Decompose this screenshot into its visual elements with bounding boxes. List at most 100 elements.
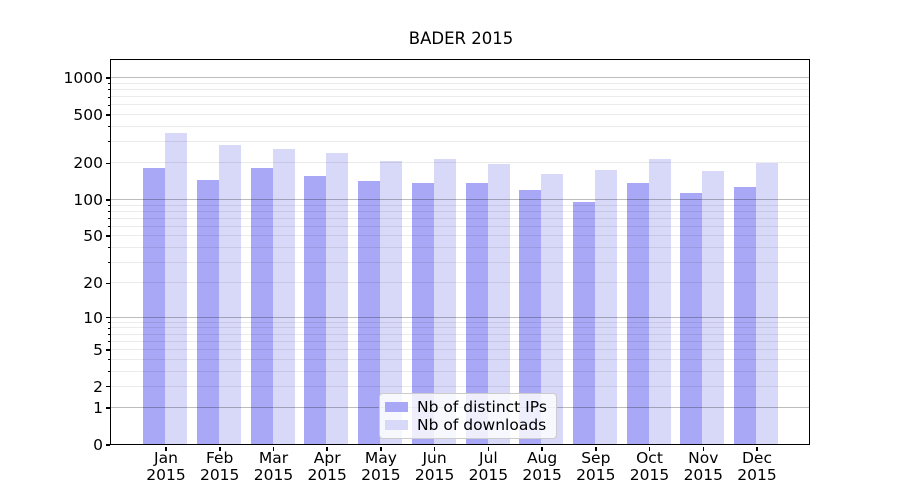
x-tick-label: Mar 2015	[253, 449, 294, 484]
bar-downloads	[487, 163, 510, 445]
bar-distinct-ips	[573, 201, 595, 445]
y-minor-tick	[107, 114, 111, 116]
y-tick	[106, 316, 111, 319]
x-tick	[487, 446, 490, 451]
y-minor-tick	[107, 359, 111, 360]
legend-swatch-downloads-icon	[385, 420, 408, 430]
bar-downloads	[272, 148, 295, 445]
y-minor-tick	[107, 247, 111, 249]
y-gridline-minor	[111, 125, 810, 127]
y-tick-label: 200	[73, 154, 103, 173]
y-minor-tick	[107, 218, 111, 220]
x-tick	[326, 446, 328, 451]
y-tick	[106, 444, 111, 446]
x-tick	[165, 446, 167, 451]
y-minor-tick	[107, 262, 111, 264]
y-minor-tick	[107, 89, 111, 91]
y-tick-label: 1000	[63, 69, 103, 87]
x-tick-label: Aug 2015	[522, 449, 562, 484]
y-minor-tick	[107, 226, 111, 228]
x-tick-label: Jul 2015	[468, 449, 509, 484]
bar-distinct-ips	[196, 179, 219, 445]
x-tick-label: Dec 2015	[737, 449, 777, 484]
x-tick	[380, 446, 382, 451]
bar-distinct-ips	[304, 176, 327, 445]
y-gridline-minor	[111, 82, 810, 84]
legend-label-distinct-ips: Nb of distinct IPs	[417, 398, 547, 416]
x-tick	[433, 446, 436, 451]
bar-distinct-ips	[250, 168, 273, 445]
y-minor-tick	[107, 104, 111, 106]
bar-distinct-ips	[143, 168, 166, 445]
plot-area	[110, 59, 811, 446]
bar-downloads	[433, 158, 456, 445]
y-tick-label: 100	[73, 190, 103, 209]
y-tick-label: 20	[83, 274, 103, 293]
x-tick-label: Oct 2015	[629, 449, 670, 484]
y-minor-tick	[107, 282, 111, 284]
legend-item-distinct-ips: Nb of distinct IPs	[385, 398, 547, 416]
bar-distinct-ips	[734, 187, 757, 445]
x-tick-label: Sep 2015	[576, 449, 616, 484]
y-gridline-major	[111, 77, 810, 79]
y-tick-label: 50	[83, 227, 103, 246]
bar-distinct-ips	[519, 189, 542, 445]
bar-distinct-ips	[680, 193, 703, 445]
bar-downloads	[218, 144, 241, 445]
x-tick	[272, 446, 275, 451]
bar-downloads	[702, 170, 725, 445]
y-gridline-minor	[111, 162, 810, 164]
y-minor-tick	[107, 204, 111, 206]
y-minor-tick	[107, 83, 111, 85]
bar-downloads	[595, 169, 617, 445]
x-tick-label: Apr 2015	[307, 449, 347, 484]
legend-item-downloads: Nb of downloads	[385, 416, 547, 434]
y-minor-tick	[107, 334, 111, 336]
x-tick-label: May 2015	[361, 449, 401, 484]
y-minor-tick	[107, 126, 111, 128]
y-tick-label: 0	[93, 436, 103, 454]
legend-swatch-distinct-ips-icon	[385, 402, 408, 412]
chart-title: BADER 2015	[408, 29, 514, 48]
y-gridline-minor	[111, 141, 810, 143]
y-minor-tick	[107, 327, 111, 329]
x-tick	[541, 446, 543, 451]
bar-downloads	[326, 152, 349, 445]
y-minor-tick	[107, 162, 111, 164]
y-gridline-minor	[111, 96, 810, 98]
bar-distinct-ips	[358, 181, 381, 445]
bar-downloads	[165, 132, 188, 445]
x-tick-label: Jan 2015	[146, 449, 186, 484]
x-tick	[756, 446, 758, 451]
x-tick-label: Feb 2015	[199, 449, 240, 484]
x-tick	[595, 446, 597, 451]
y-minor-tick	[107, 96, 111, 98]
y-minor-tick	[107, 386, 111, 388]
y-tick-label: 500	[73, 105, 103, 124]
bar-distinct-ips	[465, 183, 488, 445]
x-tick-label: Jun 2015	[414, 449, 455, 484]
bar-downloads	[380, 161, 403, 445]
legend-label-downloads: Nb of downloads	[417, 416, 547, 434]
bar-downloads	[756, 162, 779, 445]
y-minor-tick	[107, 370, 111, 372]
y-tick-label: 10	[83, 308, 103, 327]
y-minor-tick	[107, 235, 111, 237]
x-tick	[219, 446, 221, 451]
y-gridline-minor	[111, 113, 810, 115]
y-minor-tick	[107, 341, 111, 343]
y-minor-tick	[107, 211, 111, 213]
y-tick	[106, 407, 111, 409]
bar-downloads	[648, 158, 671, 445]
y-gridline-minor	[111, 89, 810, 91]
y-minor-tick	[107, 141, 111, 143]
x-tick	[648, 446, 651, 451]
bar-distinct-ips	[626, 183, 649, 445]
legend: Nb of distinct IPs Nb of downloads	[379, 393, 557, 439]
y-minor-tick	[107, 349, 111, 351]
bar-downloads	[541, 174, 564, 445]
y-minor-tick	[107, 322, 111, 324]
y-tick-label: 2	[93, 377, 103, 396]
x-tick	[702, 446, 704, 451]
